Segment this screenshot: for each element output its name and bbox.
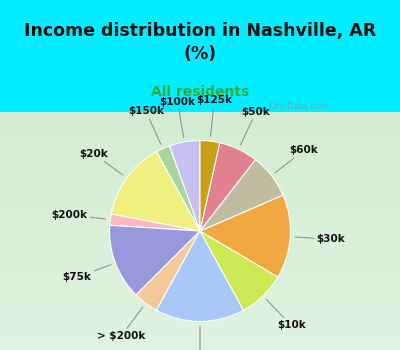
Bar: [0, 223, 400, 227]
Wedge shape: [110, 225, 200, 295]
Text: $75k: $75k: [63, 265, 111, 282]
Bar: [0, 112, 400, 116]
Bar: [0, 282, 400, 287]
Bar: [0, 275, 400, 279]
Text: City-Data.com: City-Data.com: [269, 103, 328, 112]
Text: $30k: $30k: [295, 234, 346, 244]
Bar: [0, 231, 400, 235]
Wedge shape: [200, 195, 290, 277]
Wedge shape: [200, 231, 278, 310]
Bar: [0, 338, 400, 342]
Bar: [0, 160, 400, 163]
Bar: [0, 318, 400, 322]
Text: $40k: $40k: [186, 326, 214, 350]
Bar: [0, 235, 400, 239]
Bar: [0, 191, 400, 195]
Bar: [0, 326, 400, 330]
Bar: [0, 172, 400, 175]
Bar: [0, 203, 400, 207]
Text: $10k: $10k: [266, 299, 306, 330]
Bar: [0, 271, 400, 275]
Wedge shape: [169, 141, 200, 231]
Wedge shape: [200, 160, 283, 231]
Bar: [0, 259, 400, 263]
Text: $20k: $20k: [79, 149, 123, 175]
Bar: [0, 207, 400, 211]
Bar: [0, 211, 400, 215]
Bar: [0, 140, 400, 144]
Bar: [0, 148, 400, 152]
Bar: [0, 219, 400, 223]
Text: All residents: All residents: [151, 85, 249, 99]
Bar: [0, 156, 400, 160]
Bar: [0, 180, 400, 183]
Wedge shape: [136, 231, 200, 310]
Bar: [0, 144, 400, 148]
Bar: [0, 279, 400, 282]
Bar: [0, 120, 400, 124]
Wedge shape: [156, 231, 244, 321]
Bar: [0, 342, 400, 346]
Wedge shape: [200, 143, 256, 231]
Text: $100k: $100k: [160, 97, 196, 137]
Bar: [0, 183, 400, 187]
Bar: [0, 251, 400, 255]
Bar: [0, 247, 400, 251]
Bar: [0, 330, 400, 334]
Bar: [0, 334, 400, 338]
Text: $125k: $125k: [196, 96, 232, 136]
Bar: [0, 215, 400, 219]
Bar: [0, 294, 400, 299]
Bar: [0, 199, 400, 203]
Text: $60k: $60k: [275, 146, 318, 173]
Bar: [0, 239, 400, 243]
Bar: [0, 302, 400, 306]
Text: $200k: $200k: [52, 210, 106, 219]
Bar: [0, 322, 400, 326]
Bar: [0, 243, 400, 247]
Bar: [0, 287, 400, 290]
Bar: [0, 267, 400, 271]
Bar: [0, 306, 400, 310]
Bar: [0, 116, 400, 120]
Bar: [0, 314, 400, 318]
Bar: [0, 263, 400, 267]
Bar: [0, 310, 400, 314]
Bar: [0, 299, 400, 302]
Bar: [0, 227, 400, 231]
Bar: [0, 290, 400, 294]
Text: Income distribution in Nashville, AR
(%): Income distribution in Nashville, AR (%): [24, 22, 376, 63]
Wedge shape: [111, 152, 200, 231]
Bar: [0, 163, 400, 168]
Text: $50k: $50k: [240, 107, 270, 145]
Bar: [0, 128, 400, 132]
Bar: [0, 195, 400, 199]
Text: > $200k: > $200k: [97, 307, 145, 341]
Text: $150k: $150k: [128, 106, 164, 144]
Bar: [0, 346, 400, 350]
Wedge shape: [156, 146, 200, 231]
Bar: [0, 124, 400, 128]
Bar: [0, 187, 400, 191]
Bar: [0, 152, 400, 156]
Bar: [0, 175, 400, 180]
Wedge shape: [110, 214, 200, 231]
Bar: [0, 136, 400, 140]
Bar: [0, 132, 400, 136]
Bar: [0, 255, 400, 259]
Bar: [0, 168, 400, 172]
Wedge shape: [200, 141, 220, 231]
